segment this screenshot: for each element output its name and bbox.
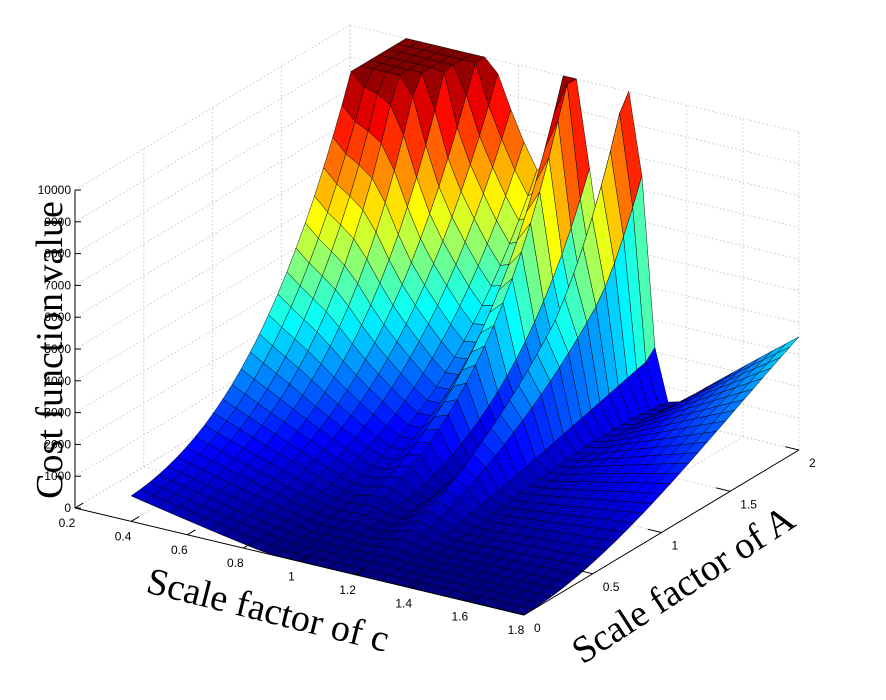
grid-line bbox=[74, 310, 351, 477]
z-tick-label: 6000 bbox=[44, 310, 71, 324]
z-axis-label: Cost function value bbox=[29, 201, 71, 499]
y-tick-label: 0 bbox=[534, 621, 541, 635]
y-tick bbox=[509, 611, 525, 616]
grid-line bbox=[74, 56, 351, 223]
x-tick bbox=[130, 515, 140, 522]
surface-patch bbox=[776, 336, 800, 354]
x-tick-label: 1 bbox=[288, 570, 295, 584]
z-tick-label: 10000 bbox=[38, 183, 72, 197]
grid-line bbox=[74, 151, 351, 318]
y-tick-label: 0.5 bbox=[603, 580, 620, 594]
grid-line bbox=[74, 247, 351, 413]
z-tick-label: 1000 bbox=[44, 469, 71, 483]
z-tick-label: 2000 bbox=[44, 437, 71, 451]
x-tick-label: 1.2 bbox=[339, 583, 356, 597]
y-tick-label: 1 bbox=[672, 539, 679, 553]
z-tick-label: 9000 bbox=[44, 215, 71, 229]
z-tick-label: 4000 bbox=[44, 374, 71, 388]
z-tick-label: 3000 bbox=[44, 406, 71, 420]
y-tick-label: 2 bbox=[809, 456, 816, 470]
y-tick-label: 1.5 bbox=[740, 497, 757, 511]
x-tick-label: 0.6 bbox=[171, 543, 188, 557]
z-tick-label: 0 bbox=[64, 501, 71, 515]
grid-line bbox=[74, 215, 351, 382]
x-tick bbox=[523, 609, 533, 616]
tick-labels: 0100020003000400050006000700080009000100… bbox=[38, 183, 816, 637]
x-tick-label: 1.8 bbox=[508, 623, 525, 637]
y-tick bbox=[716, 487, 731, 492]
x-tick-label: 0.2 bbox=[59, 516, 76, 530]
z-tick-label: 5000 bbox=[44, 342, 71, 356]
grid-line bbox=[74, 24, 351, 191]
z-tick-label: 8000 bbox=[44, 247, 71, 261]
x-tick bbox=[467, 596, 477, 603]
y-tick bbox=[578, 569, 593, 575]
grid-line bbox=[74, 183, 351, 350]
grid-line bbox=[74, 88, 351, 254]
surface bbox=[130, 38, 800, 616]
z-tick-label: 7000 bbox=[44, 278, 71, 292]
grid-line bbox=[74, 120, 351, 286]
x-tick-label: 0.8 bbox=[227, 556, 244, 570]
x-tick-label: 0.4 bbox=[115, 529, 132, 543]
y-tick bbox=[647, 528, 662, 533]
x-tick-label: 1.6 bbox=[452, 610, 469, 624]
x-tick bbox=[187, 529, 196, 536]
axes bbox=[74, 189, 800, 616]
x-tick bbox=[243, 542, 252, 549]
x-tick bbox=[355, 569, 365, 576]
x-tick bbox=[299, 556, 309, 562]
x-tick bbox=[74, 502, 84, 509]
x-tick bbox=[411, 582, 421, 589]
grid-line bbox=[74, 279, 351, 445]
x-tick-label: 1.4 bbox=[395, 596, 412, 610]
y-tick bbox=[784, 446, 800, 451]
